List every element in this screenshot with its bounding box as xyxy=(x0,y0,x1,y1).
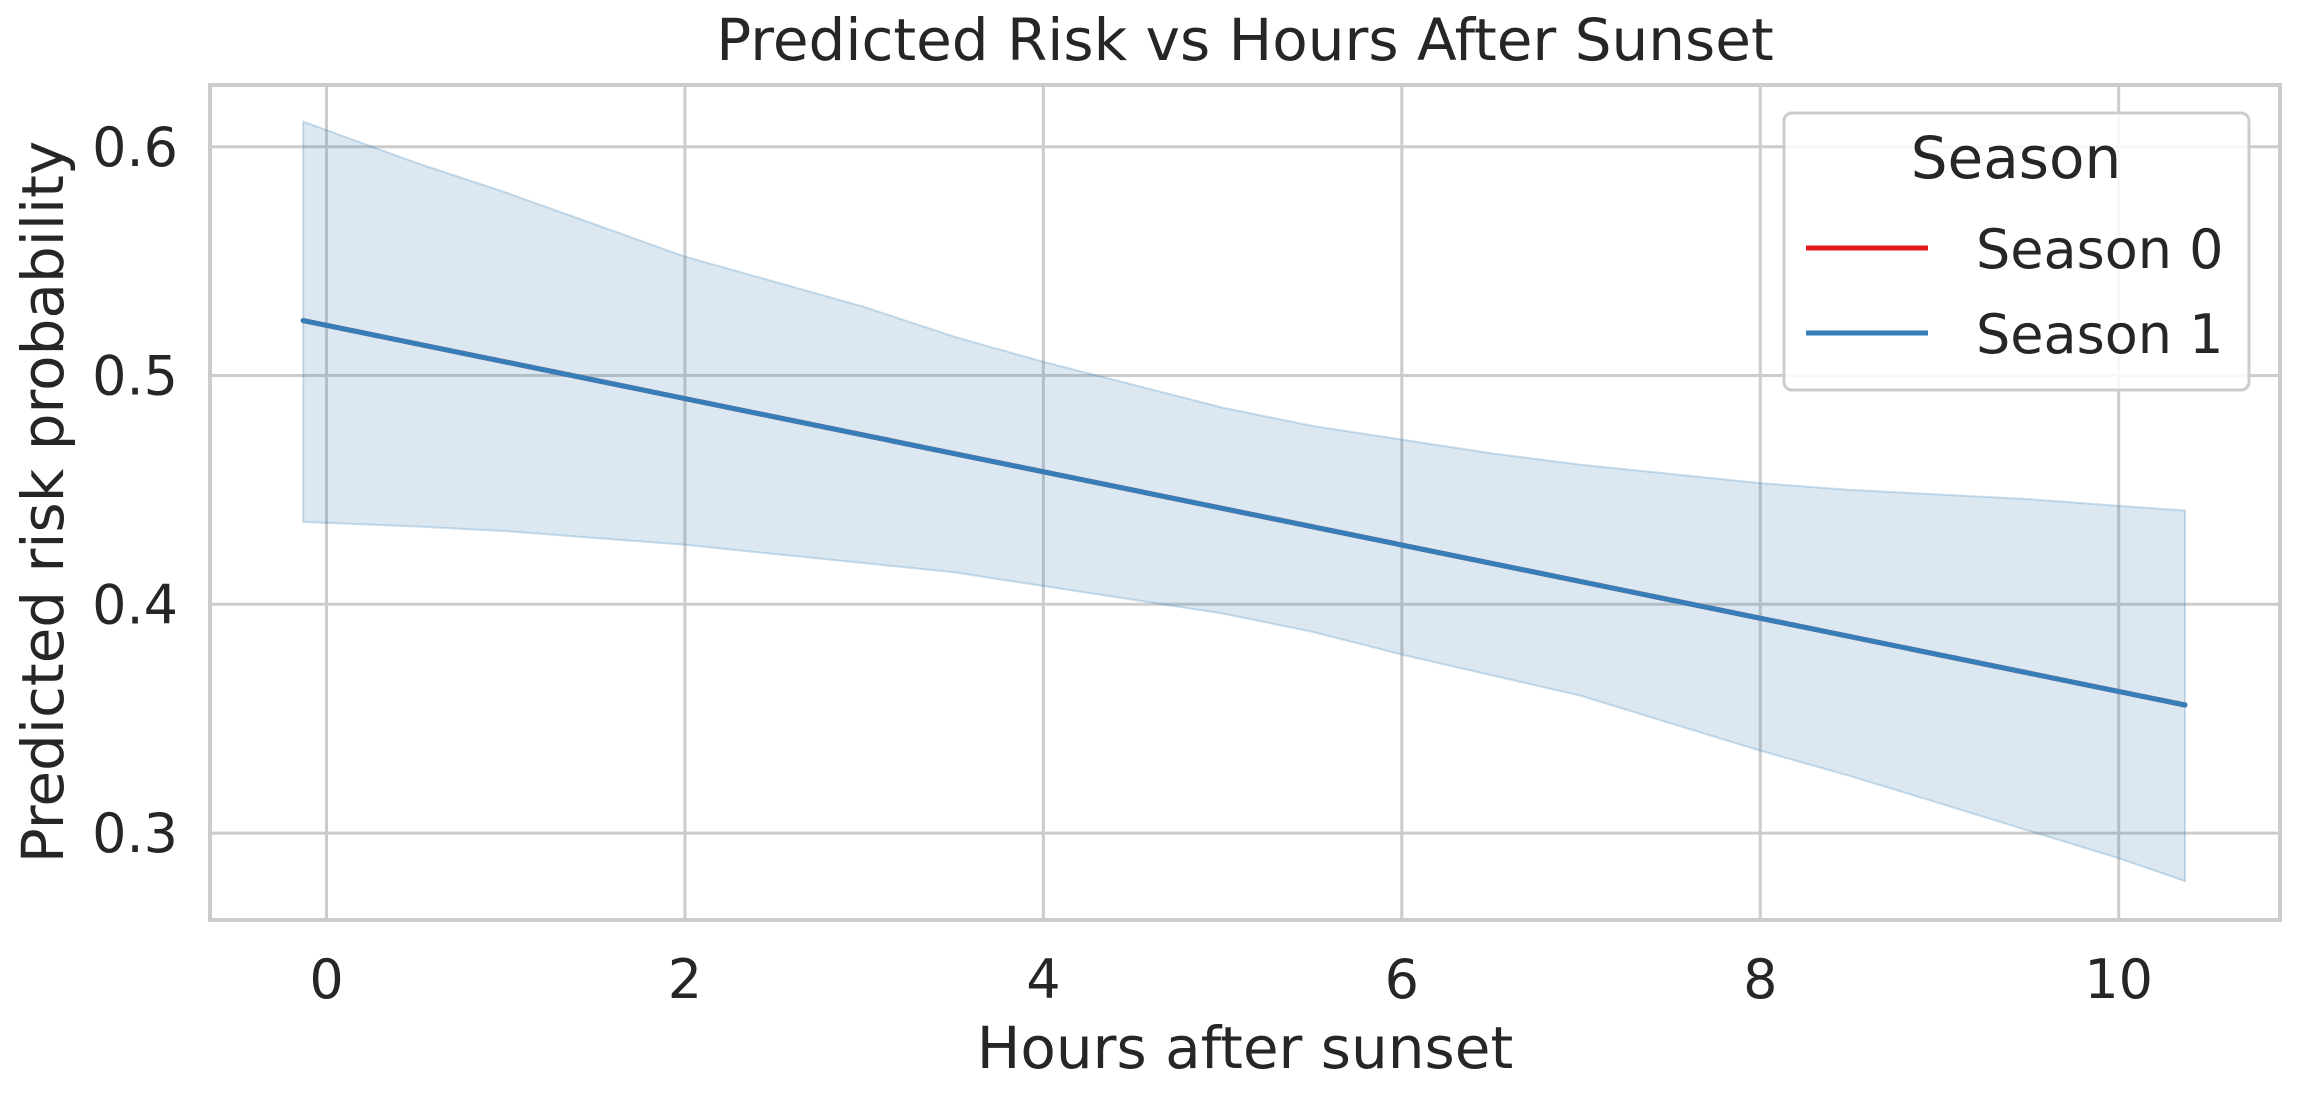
series-lines xyxy=(300,318,2188,708)
legend-title: Season xyxy=(1911,124,2122,192)
x-tick-label: 4 xyxy=(1026,948,1060,1011)
legend-label-season-0: Season 0 xyxy=(1976,218,2224,281)
legend: Season Season 0 Season 1 xyxy=(1782,111,2251,392)
x-tick-label: 10 xyxy=(2084,948,2153,1011)
y-axis-label: Predicted risk probability xyxy=(9,141,77,863)
y-tick-label: 0.5 xyxy=(92,345,178,408)
x-tick-labels: 0 2 4 6 8 10 xyxy=(309,948,2153,1011)
x-tick-label: 2 xyxy=(668,948,702,1011)
legend-label-season-1: Season 1 xyxy=(1976,303,2224,366)
y-tick-labels: 0.3 0.4 0.5 0.6 xyxy=(92,116,178,865)
y-tick-label: 0.3 xyxy=(92,802,178,865)
chart-title: Predicted Risk vs Hours After Sunset xyxy=(716,6,1773,74)
y-tick-label: 0.4 xyxy=(92,573,178,636)
confidence-band-season-1 xyxy=(302,120,2186,883)
x-tick-label: 6 xyxy=(1385,948,1419,1011)
series-line-season-1 xyxy=(300,318,2188,708)
legend-box xyxy=(1782,111,2251,392)
x-axis-label: Hours after sunset xyxy=(977,1014,1513,1082)
confidence-band-layer xyxy=(302,120,2186,883)
plot-frame xyxy=(208,83,2282,922)
x-tick-label: 8 xyxy=(1743,948,1777,1011)
x-tick-label: 0 xyxy=(309,948,343,1011)
y-tick-label: 0.6 xyxy=(92,116,178,179)
